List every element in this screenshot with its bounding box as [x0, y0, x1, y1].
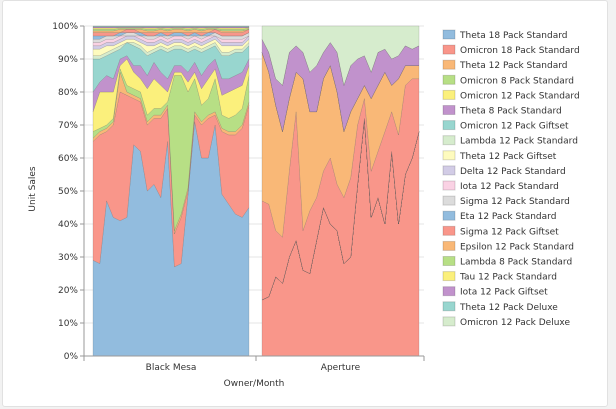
- legend-item[interactable]: Lambda 12 Pack Standard: [442, 135, 578, 147]
- legend-swatch: [442, 74, 456, 85]
- legend-item[interactable]: Omicron 18 Pack Standard: [442, 44, 580, 56]
- y-tick-label: 80%: [58, 88, 78, 98]
- y-tick-label: 50%: [58, 187, 78, 197]
- legend-swatch: [442, 240, 456, 251]
- legend-label: Iota 12 Pack Giftset: [460, 288, 548, 298]
- legend-label: Sigma 12 Pack Standard: [460, 197, 570, 207]
- legend-swatch: [442, 316, 456, 327]
- legend-item[interactable]: Eta 12 Pack Standard: [442, 210, 556, 222]
- legend-item[interactable]: Theta 12 Pack Giftset: [442, 150, 557, 162]
- legend-swatch: [442, 150, 456, 161]
- legend-swatch: [442, 301, 456, 312]
- legend-label: Theta 8 Pack Standard: [459, 107, 562, 117]
- legend-swatch: [442, 59, 456, 70]
- x-category-label: Aperture: [321, 363, 361, 373]
- chart-card: 0% 10% 20% 30% 40% 50% 60% 70% 80% 90% 100% Black M…: [2, 0, 608, 407]
- y-tick-label: 100%: [52, 22, 78, 32]
- y-tick-label: 40%: [58, 220, 78, 230]
- y-tick-label: 20%: [58, 286, 78, 296]
- legend-label: Theta 18 Pack Standard: [459, 31, 567, 41]
- x-category-label: Black Mesa: [146, 363, 197, 373]
- group-1: [92, 25, 250, 357]
- legend-item[interactable]: Delta 12 Pack Standard: [442, 165, 566, 177]
- legend-swatch: [442, 120, 456, 131]
- legend-item[interactable]: Theta 12 Pack Standard: [442, 59, 567, 71]
- legend-item[interactable]: Iota 12 Pack Standard: [442, 180, 559, 192]
- legend-swatch: [442, 271, 456, 282]
- legend-label: Theta 12 Pack Giftset: [459, 152, 557, 162]
- legend-label: Omicron 12 Pack Deluxe: [460, 318, 570, 328]
- legend-item[interactable]: Omicron 8 Pack Standard: [442, 74, 574, 86]
- legend-label: Omicron 12 Pack Standard: [460, 91, 580, 101]
- legend-label: Tau 12 Pack Standard: [459, 273, 557, 283]
- legend-label: Lambda 8 Pack Standard: [460, 258, 572, 268]
- legend-label: Omicron 8 Pack Standard: [460, 76, 574, 86]
- legend-item[interactable]: Tau 12 Pack Standard: [442, 271, 557, 283]
- legend-swatch: [442, 135, 456, 146]
- y-tick-label: 90%: [58, 55, 78, 65]
- legend-label: Eta 12 Pack Standard: [460, 212, 556, 222]
- legend-label: Theta 12 Pack Deluxe: [459, 303, 558, 313]
- legend-item[interactable]: Theta 12 Pack Deluxe: [442, 301, 558, 313]
- legend-swatch: [442, 89, 456, 100]
- legend-label: Delta 12 Pack Standard: [460, 167, 566, 177]
- group-2: [261, 25, 420, 357]
- legend-label: Sigma 12 Pack Giftset: [460, 227, 559, 237]
- x-axis-title: Owner/Month: [224, 379, 285, 389]
- legend-item[interactable]: Omicron 12 Pack Standard: [442, 89, 580, 101]
- legend-item[interactable]: Theta 18 Pack Standard: [442, 29, 567, 41]
- legend-swatch: [442, 105, 456, 115]
- legend-item[interactable]: Sigma 12 Pack Giftset: [442, 225, 559, 237]
- legend-label: Theta 12 Pack Standard: [459, 61, 567, 71]
- y-axis-title: Unit Sales: [28, 166, 38, 211]
- axes: 0% 10% 20% 30% 40% 50% 60% 70% 80% 90% 100% Black M…: [52, 22, 425, 373]
- legend-label: Iota 12 Pack Standard: [460, 182, 559, 192]
- legend-swatch: [442, 180, 456, 191]
- legend-item[interactable]: Iota 12 Pack Giftset: [442, 286, 548, 298]
- y-tick-label: 0%: [64, 352, 79, 362]
- legend-label: Lambda 12 Pack Standard: [460, 137, 578, 147]
- legend-swatch: [442, 165, 456, 176]
- legend-item[interactable]: Sigma 12 Pack Standard: [442, 195, 570, 207]
- legend: Theta 18 Pack Standard Omicron 18 Pack St…: [442, 29, 580, 328]
- legend-swatch: [442, 286, 456, 297]
- legend-item[interactable]: Epsilon 12 Pack Standard: [442, 240, 574, 252]
- plot-areas: [92, 25, 420, 357]
- area-series-20[interactable]: [261, 25, 420, 87]
- legend-item[interactable]: Lambda 8 Pack Standard: [442, 256, 572, 268]
- legend-label: Omicron 12 Pack Giftset: [460, 122, 569, 132]
- legend-item[interactable]: Omicron 12 Pack Deluxe: [442, 316, 570, 328]
- y-tick-label: 60%: [58, 154, 78, 164]
- y-tick-label: 10%: [58, 319, 78, 329]
- legend-item[interactable]: Theta 8 Pack Standard: [442, 105, 562, 117]
- legend-item[interactable]: Omicron 12 Pack Giftset: [442, 120, 569, 132]
- legend-swatch: [442, 195, 456, 206]
- legend-swatch: [442, 210, 456, 221]
- legend-label: Epsilon 12 Pack Standard: [460, 242, 574, 252]
- y-tick-label: 30%: [58, 253, 78, 263]
- legend-swatch: [442, 225, 456, 236]
- legend-swatch: [442, 256, 456, 266]
- legend-label: Omicron 18 Pack Standard: [460, 46, 580, 56]
- legend-swatch: [442, 44, 456, 55]
- y-tick-label: 70%: [58, 121, 78, 131]
- stacked-area-chart: 0% 10% 20% 30% 40% 50% 60% 70% 80% 90% 100% Black M…: [28, 22, 580, 389]
- legend-swatch: [442, 29, 456, 40]
